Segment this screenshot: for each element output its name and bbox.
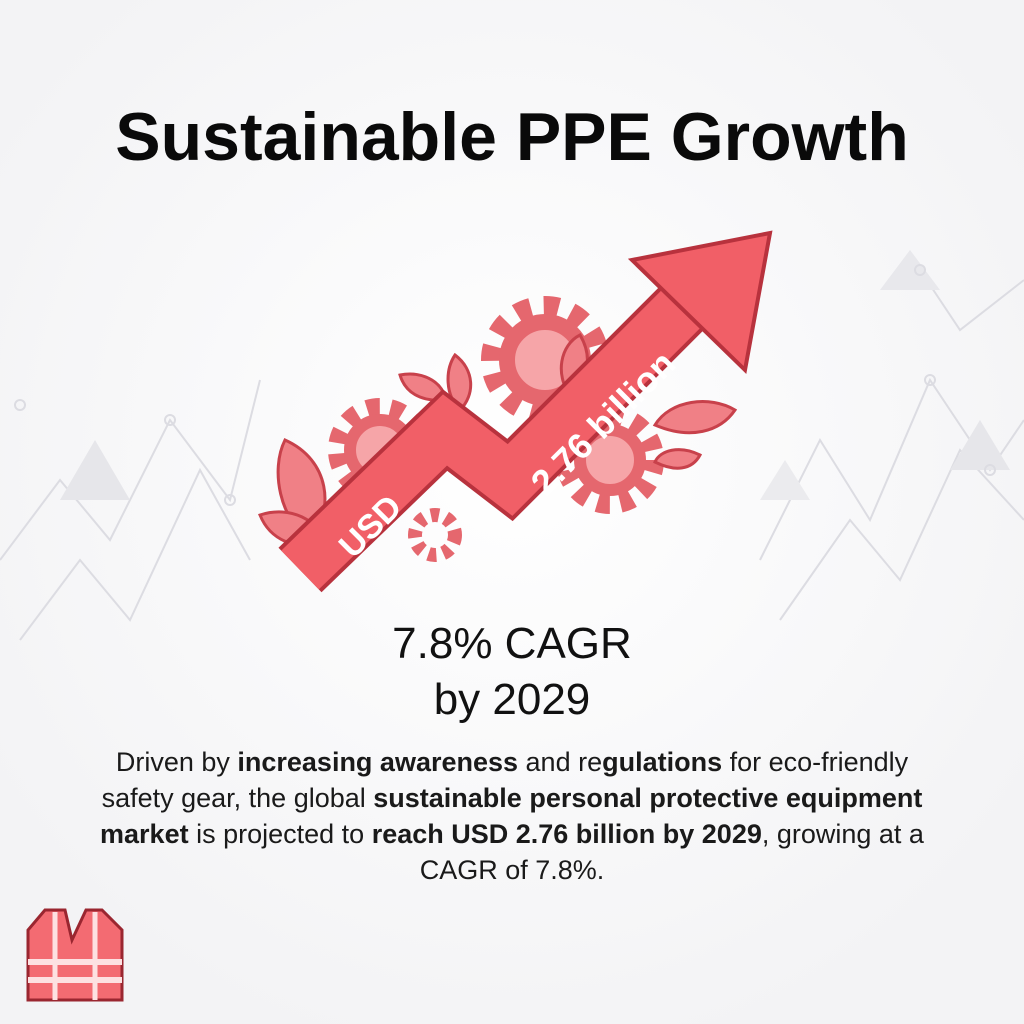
text: is projected to bbox=[188, 819, 372, 849]
bold-text: reach USD 2.76 billion by 2029 bbox=[371, 819, 762, 849]
text: and re bbox=[518, 747, 603, 777]
leaves bbox=[258, 333, 738, 548]
stat: 7.8% CAGR by 2029 bbox=[0, 616, 1024, 728]
stat-line: 7.8% CAGR bbox=[392, 619, 632, 668]
bold-text: sustainable personal protective equipmen… bbox=[100, 783, 923, 849]
description: Driven by increasing awareness and regul… bbox=[100, 744, 924, 888]
text: for eco-friendly safety gear, the global bbox=[101, 747, 909, 813]
bold-text: increasing awareness bbox=[237, 747, 519, 777]
text: , growing at a CAGR of 7.8%. bbox=[419, 819, 924, 885]
bold-text: gulations bbox=[602, 747, 723, 777]
title: Sustainable PPE Growth bbox=[115, 99, 909, 175]
growth-arrow: USD 2.76 billion bbox=[278, 230, 773, 593]
background-network bbox=[0, 250, 1024, 641]
stat-line: by 2029 bbox=[433, 675, 591, 724]
safety-vest-icon bbox=[26, 908, 124, 1002]
text: Driven by bbox=[115, 747, 238, 777]
